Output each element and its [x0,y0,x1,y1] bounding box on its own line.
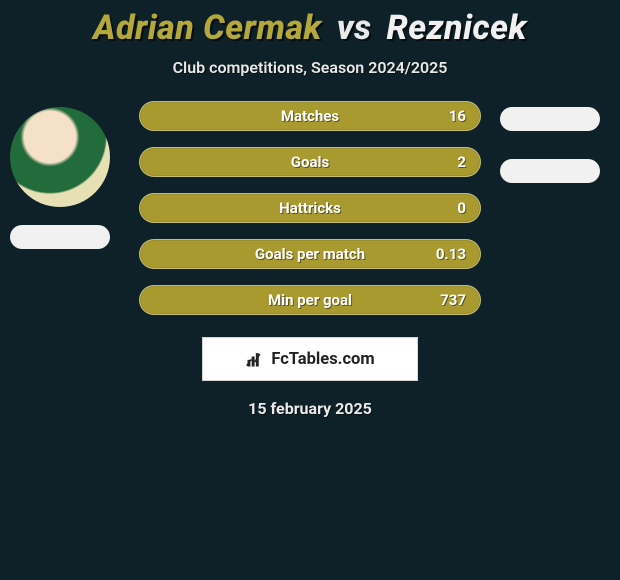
stat-label: Hattricks [279,199,341,217]
stat-value: 16 [449,107,466,125]
date-label: 15 february 2025 [0,399,620,418]
player2-name: Reznicek [386,8,526,48]
brand-label: FcTables.com [271,350,374,369]
player1-column [10,107,110,249]
stat-row: Hattricks 0 [139,193,481,223]
player2-column [500,107,600,183]
stat-label: Matches [281,107,339,125]
player1-name: Adrian Cermak [93,8,322,48]
stat-value: 0.13 [436,245,466,263]
comparison-content: Matches 16 Goals 2 Hattricks 0 Goals per… [0,101,620,418]
bar-chart-icon [245,349,265,369]
player2-club-pill-2 [500,159,600,183]
page-title: Adrian Cermak vs Reznicek [0,0,620,48]
subtitle: Club competitions, Season 2024/2025 [0,58,620,77]
stat-row: Matches 16 [139,101,481,131]
stat-value: 737 [440,291,466,309]
stat-label: Min per goal [268,291,352,309]
stat-value: 2 [457,153,466,171]
stat-row: Goals per match 0.13 [139,239,481,269]
brand-box[interactable]: FcTables.com [202,337,418,381]
stat-label: Goals [291,153,329,171]
stats-rows: Matches 16 Goals 2 Hattricks 0 Goals per… [139,101,481,315]
stat-row: Min per goal 737 [139,285,481,315]
stat-row: Goals 2 [139,147,481,177]
player1-avatar [10,107,110,207]
stat-label: Goals per match [255,245,365,263]
stat-value: 0 [457,199,466,217]
player1-club-pill [10,225,110,249]
vs-label: vs [337,8,372,48]
player2-club-pill-1 [500,107,600,131]
